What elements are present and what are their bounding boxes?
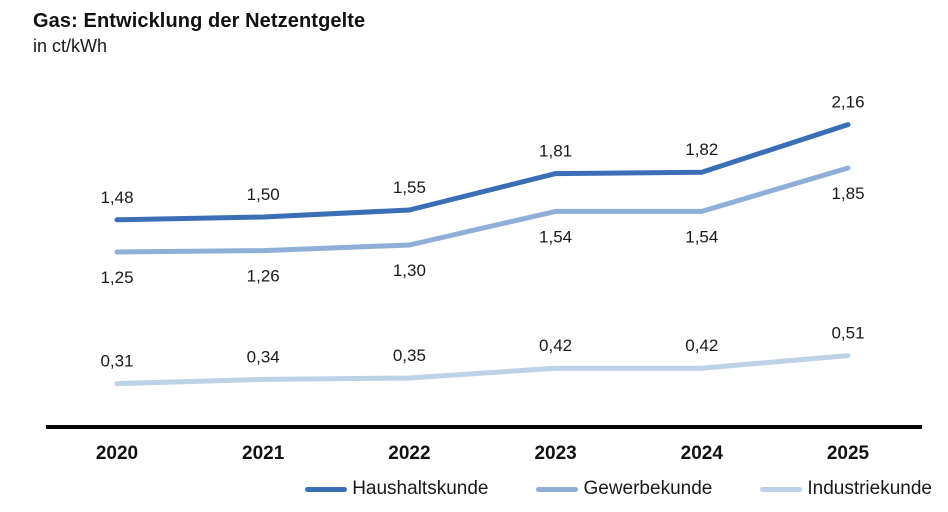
legend-label: Industriekunde <box>807 478 932 499</box>
x-tick-label: 2021 <box>242 443 285 464</box>
data-label: 1,50 <box>247 185 280 204</box>
x-tick-label: 2023 <box>534 443 576 464</box>
series-line-gewerbekunde <box>114 165 851 255</box>
data-label: 0,42 <box>685 336 718 355</box>
data-label: 1,26 <box>247 267 280 286</box>
data-label: 1,85 <box>831 184 864 203</box>
legend-swatch-gewerbekunde-line-icon <box>536 486 579 492</box>
data-label: 1,30 <box>393 261 426 280</box>
legend-item-haushaltskunde: Haushaltskunde <box>305 478 488 500</box>
data-label: 1,55 <box>393 178 426 197</box>
x-axis-tick-labels: 2020 2021 2022 2023 2024 2025 <box>96 443 870 464</box>
legend-item-industriekunde: Industriekunde <box>760 478 932 500</box>
x-tick-label: 2022 <box>388 443 430 464</box>
data-label: 0,35 <box>393 346 426 365</box>
legend-label: Haushaltskunde <box>352 478 489 499</box>
data-label: 0,34 <box>247 347 280 366</box>
value-labels: 1,48 1,50 1,55 1,81 1,82 2,16 1,25 1,26 1,30 1,54… <box>100 93 864 371</box>
data-label: 1,54 <box>539 227 572 246</box>
data-label: 1,25 <box>100 268 133 287</box>
x-tick-label: 2024 <box>681 443 724 464</box>
x-tick-label: 2025 <box>827 443 870 464</box>
legend-item-gewerbekunde: Gewerbekunde <box>536 478 712 500</box>
chart-subtitle: in ct/kWh <box>33 36 108 56</box>
series-line-haushaltskunde <box>114 122 851 223</box>
data-label: 0,51 <box>831 324 864 343</box>
legend-swatch-industriekunde-line-icon <box>760 486 803 492</box>
legend-label: Gewerbekunde <box>583 478 713 499</box>
data-label: 0,31 <box>100 352 133 371</box>
data-label: 1,82 <box>685 140 718 159</box>
chart-header: Gas: Entwicklung der Netzentgelte in ct/… <box>33 10 365 57</box>
data-label: 1,81 <box>539 142 572 161</box>
series-lines <box>114 122 851 387</box>
x-tick-label: 2020 <box>96 443 138 464</box>
data-label: 0,42 <box>539 336 572 355</box>
chart-legend: Haushaltskunde Gewerbekunde Industriekun… <box>305 476 932 502</box>
data-label: 1,54 <box>685 227 718 246</box>
chart-title: Gas: Entwicklung der Netzentgelte <box>33 10 366 32</box>
legend-swatch-haushaltskunde-line-icon <box>305 486 348 492</box>
data-label: 2,16 <box>831 93 864 112</box>
data-label: 1,48 <box>100 188 133 207</box>
series-line-industriekunde <box>114 353 851 387</box>
